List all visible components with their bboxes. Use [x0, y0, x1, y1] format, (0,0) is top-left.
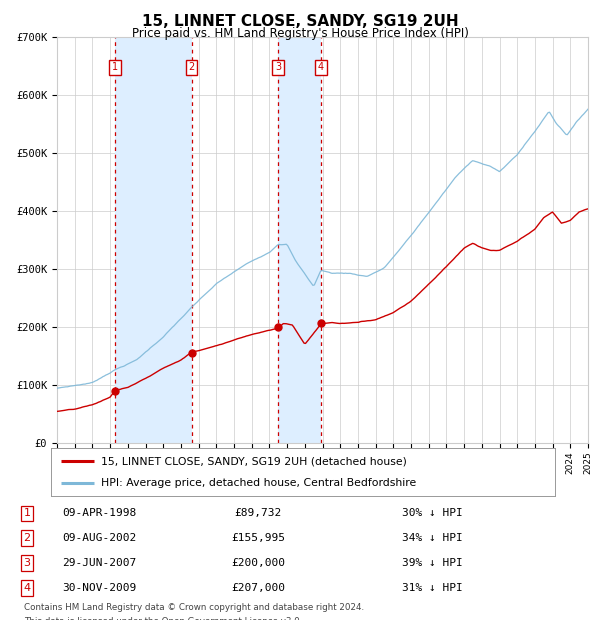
Text: £155,995: £155,995 — [231, 533, 285, 543]
Text: 2: 2 — [23, 533, 31, 543]
Text: Price paid vs. HM Land Registry's House Price Index (HPI): Price paid vs. HM Land Registry's House … — [131, 27, 469, 40]
Text: 15, LINNET CLOSE, SANDY, SG19 2UH: 15, LINNET CLOSE, SANDY, SG19 2UH — [142, 14, 458, 29]
Text: This data is licensed under the Open Government Licence v3.0.: This data is licensed under the Open Gov… — [24, 617, 302, 620]
Text: 4: 4 — [318, 63, 324, 73]
Text: 30-NOV-2009: 30-NOV-2009 — [62, 583, 136, 593]
Text: 09-APR-1998: 09-APR-1998 — [62, 508, 136, 518]
Bar — [278, 37, 321, 443]
Text: £207,000: £207,000 — [231, 583, 285, 593]
Text: 29-JUN-2007: 29-JUN-2007 — [62, 558, 136, 568]
Text: 2: 2 — [188, 63, 194, 73]
Text: 34% ↓ HPI: 34% ↓ HPI — [402, 533, 463, 543]
Text: £89,732: £89,732 — [235, 508, 281, 518]
Text: 1: 1 — [23, 508, 31, 518]
Text: 15, LINNET CLOSE, SANDY, SG19 2UH (detached house): 15, LINNET CLOSE, SANDY, SG19 2UH (detac… — [101, 456, 407, 466]
Text: HPI: Average price, detached house, Central Bedfordshire: HPI: Average price, detached house, Cent… — [101, 478, 416, 488]
Text: 39% ↓ HPI: 39% ↓ HPI — [402, 558, 463, 568]
Text: 31% ↓ HPI: 31% ↓ HPI — [402, 583, 463, 593]
Text: 3: 3 — [275, 63, 281, 73]
Text: £200,000: £200,000 — [231, 558, 285, 568]
Text: 4: 4 — [23, 583, 31, 593]
Text: 3: 3 — [23, 558, 31, 568]
Text: Contains HM Land Registry data © Crown copyright and database right 2024.: Contains HM Land Registry data © Crown c… — [24, 603, 364, 613]
Bar — [115, 37, 191, 443]
Text: 1: 1 — [112, 63, 118, 73]
Text: 30% ↓ HPI: 30% ↓ HPI — [402, 508, 463, 518]
Text: 09-AUG-2002: 09-AUG-2002 — [62, 533, 136, 543]
